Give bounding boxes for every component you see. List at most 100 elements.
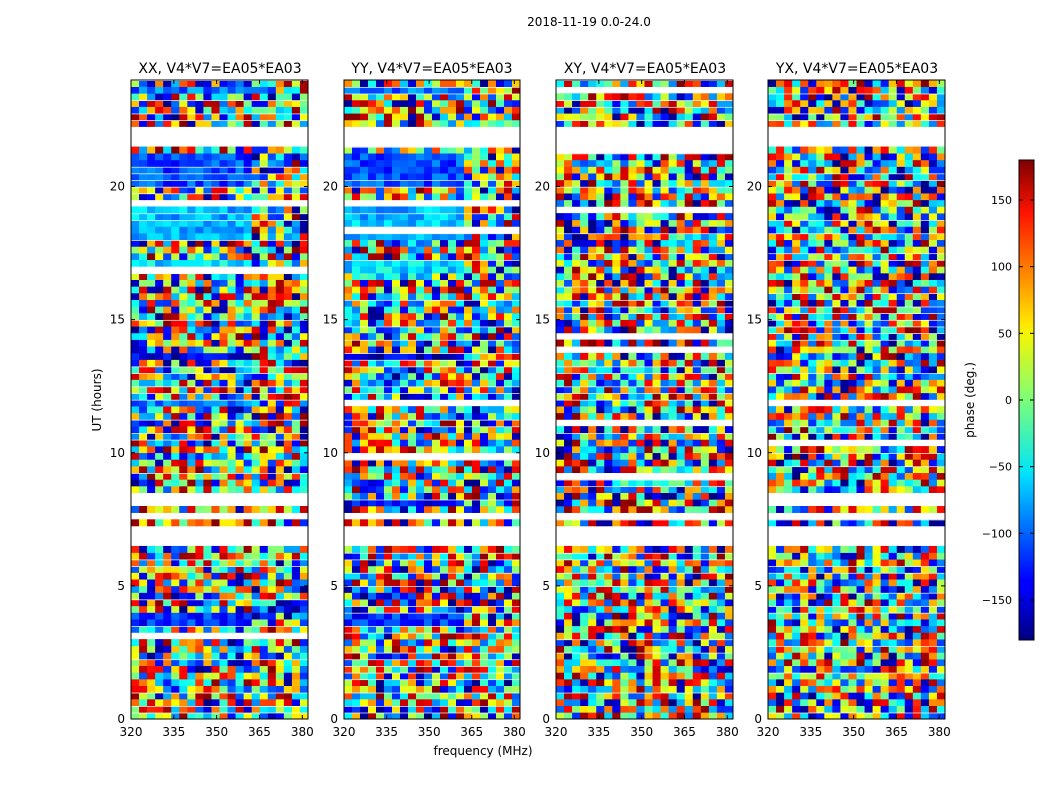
heatmap-cell <box>147 286 156 294</box>
heatmap-cell <box>219 645 228 653</box>
heatmap-cell <box>131 599 140 607</box>
heatmap-cell <box>716 379 726 387</box>
heatmap-cell <box>724 392 734 400</box>
heatmap-cell <box>227 306 236 314</box>
heatmap-cell <box>448 466 457 474</box>
heatmap-cell <box>448 439 457 447</box>
heatmap-cell <box>368 699 377 706</box>
panel-title: YY, V4*V7=EA05*EA03 <box>350 61 512 77</box>
heatmap-cell <box>392 492 401 500</box>
heatmap-cell <box>636 699 645 706</box>
heatmap-cell <box>360 559 369 567</box>
heatmap-cell <box>368 279 377 287</box>
heatmap-cell <box>392 472 401 480</box>
heatmap-cell <box>283 685 293 693</box>
heatmap-cell <box>299 239 309 247</box>
heatmap-cell <box>243 439 252 447</box>
heatmap-cell <box>644 699 653 706</box>
heatmap-cell <box>376 699 385 706</box>
row-gap <box>131 599 308 601</box>
heatmap-cell <box>352 672 361 680</box>
row-gap <box>344 366 520 368</box>
heatmap-cell <box>416 159 425 167</box>
heatmap-cell <box>235 206 244 214</box>
heatmap-cell <box>652 585 661 593</box>
heatmap-cell <box>652 466 661 474</box>
heatmap-cell <box>195 306 204 314</box>
heatmap-cell <box>700 652 710 660</box>
heatmap-cell <box>211 466 220 474</box>
heatmap-cell <box>368 705 377 713</box>
heatmap-cell <box>628 559 637 567</box>
heatmap-cell <box>227 246 236 254</box>
heatmap-cell <box>440 486 449 493</box>
heatmap-cell <box>275 559 285 567</box>
heatmap-cell <box>456 486 465 493</box>
heatmap-cell <box>235 259 244 267</box>
heatmap-cell <box>235 486 244 493</box>
heatmap-cell <box>440 699 449 706</box>
heatmap-cell <box>636 572 645 580</box>
heatmap-cell <box>432 579 441 587</box>
heatmap-cell <box>368 193 377 201</box>
heatmap-cell <box>299 599 309 607</box>
heatmap-cell <box>596 446 605 454</box>
heatmap-cell <box>275 672 285 680</box>
heatmap-cell <box>416 99 425 107</box>
heatmap-cell <box>139 692 148 700</box>
heatmap-cell <box>432 665 441 673</box>
heatmap-cell <box>384 366 393 374</box>
heatmap-cell <box>604 572 613 580</box>
heatmap-cell <box>163 259 172 267</box>
heatmap-cell <box>660 692 669 700</box>
heatmap-cell <box>283 80 293 87</box>
heatmap-cell <box>211 619 220 627</box>
heatmap-cell <box>572 479 581 487</box>
heatmap-cell <box>496 565 505 573</box>
heatmap-cell <box>251 186 261 194</box>
heatmap-cell <box>644 592 653 600</box>
heatmap-cell <box>400 106 409 114</box>
heatmap-cell <box>572 372 581 380</box>
heatmap-cell <box>724 399 734 407</box>
heatmap-cell <box>668 619 677 627</box>
heatmap-cell <box>187 519 196 527</box>
heatmap-cell <box>267 432 277 440</box>
heatmap-cell <box>179 332 188 340</box>
heatmap-cell <box>235 306 244 314</box>
heatmap-cell <box>572 712 581 720</box>
heatmap-cell <box>299 619 309 627</box>
heatmap-cell <box>344 499 353 507</box>
heatmap-cell <box>408 246 417 254</box>
heatmap-cell <box>275 153 285 161</box>
heatmap-cell <box>480 233 489 241</box>
heatmap-cell <box>580 625 589 633</box>
heatmap-cell <box>155 565 164 573</box>
heatmap-cell <box>660 386 669 394</box>
heatmap-cell <box>352 266 361 274</box>
heatmap-cell <box>376 273 385 280</box>
heatmap-cell <box>408 113 417 121</box>
heatmap-cell <box>227 699 236 706</box>
heatmap-cell <box>636 545 645 553</box>
heatmap-cell <box>368 552 377 560</box>
heatmap-cell <box>368 486 377 493</box>
heatmap-cell <box>512 392 521 400</box>
heatmap-cell <box>211 439 220 447</box>
heatmap-cell <box>163 299 172 307</box>
heatmap-cell <box>432 545 441 553</box>
heatmap-cell <box>376 352 385 360</box>
heatmap-cell <box>416 625 425 633</box>
heatmap-cell <box>155 299 164 307</box>
heatmap-cell <box>480 545 489 553</box>
heatmap-cell <box>203 99 212 107</box>
heatmap-cell <box>480 472 489 480</box>
heatmap-cell <box>684 599 694 607</box>
heatmap-cell <box>504 645 513 653</box>
heatmap-cell <box>424 406 433 414</box>
heatmap-cell <box>652 486 661 493</box>
heatmap-cell <box>179 206 188 214</box>
heatmap-cell <box>267 452 277 460</box>
heatmap-cell <box>227 279 236 287</box>
heatmap-cell <box>219 472 228 480</box>
